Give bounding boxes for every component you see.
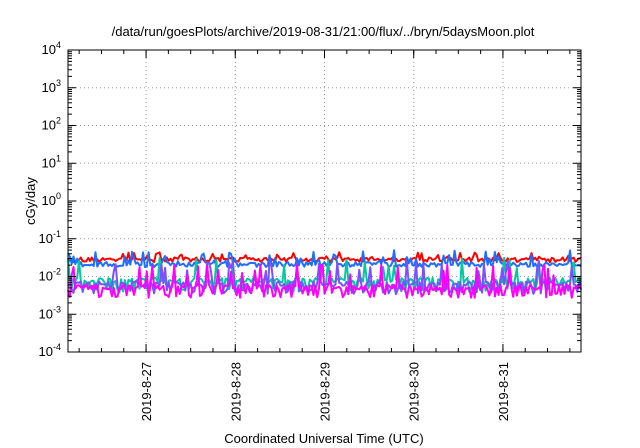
y-tick-label: 103 bbox=[42, 78, 61, 95]
y-axis-label: cGy/day bbox=[23, 177, 38, 225]
x-tick-label: 2019-8-27 bbox=[139, 362, 154, 421]
y-tick-exponent: -2 bbox=[53, 267, 61, 277]
x-tick-label: 2019-8-31 bbox=[496, 362, 511, 421]
x-axis: 2019-8-27 2019-8-28 2019-8-29 2019-8-30 2019… bbox=[78, 50, 571, 421]
y-tick-label: 100 bbox=[42, 191, 61, 208]
chart-title: /data/run/goesPlots/archive/2019-08-31/2… bbox=[112, 24, 535, 39]
y-tick-exponent: 3 bbox=[56, 78, 61, 88]
x-tick-label: 2019-8-29 bbox=[318, 362, 333, 421]
y-tick-label: 104 bbox=[42, 40, 61, 57]
y-tick-exponent: -4 bbox=[53, 342, 61, 352]
y-tick-label: 102 bbox=[42, 116, 61, 133]
x-axis-label: Coordinated Universal Time (UTC) bbox=[224, 431, 423, 446]
y-tick-exponent: -3 bbox=[53, 304, 61, 314]
y-tick-label: 10-4 bbox=[39, 342, 61, 359]
y-tick-label: 10-3 bbox=[39, 304, 61, 321]
y-tick-label: 10-1 bbox=[39, 229, 61, 246]
y-tick-exponent: 0 bbox=[56, 191, 61, 201]
x-tick-label: 2019-8-28 bbox=[228, 362, 243, 421]
grid bbox=[68, 50, 581, 352]
y-tick-label: 10-2 bbox=[39, 267, 61, 284]
series-group bbox=[67, 249, 582, 299]
y-tick-exponent: 4 bbox=[56, 40, 61, 50]
y-tick-exponent: 1 bbox=[56, 153, 61, 163]
y-tick-label: 101 bbox=[42, 153, 61, 170]
x-tick-label: 2019-8-30 bbox=[407, 362, 422, 421]
y-tick-exponent: 2 bbox=[56, 116, 61, 126]
series-line bbox=[67, 263, 582, 299]
y-tick-exponent: -1 bbox=[53, 229, 61, 239]
series-line bbox=[67, 249, 582, 268]
